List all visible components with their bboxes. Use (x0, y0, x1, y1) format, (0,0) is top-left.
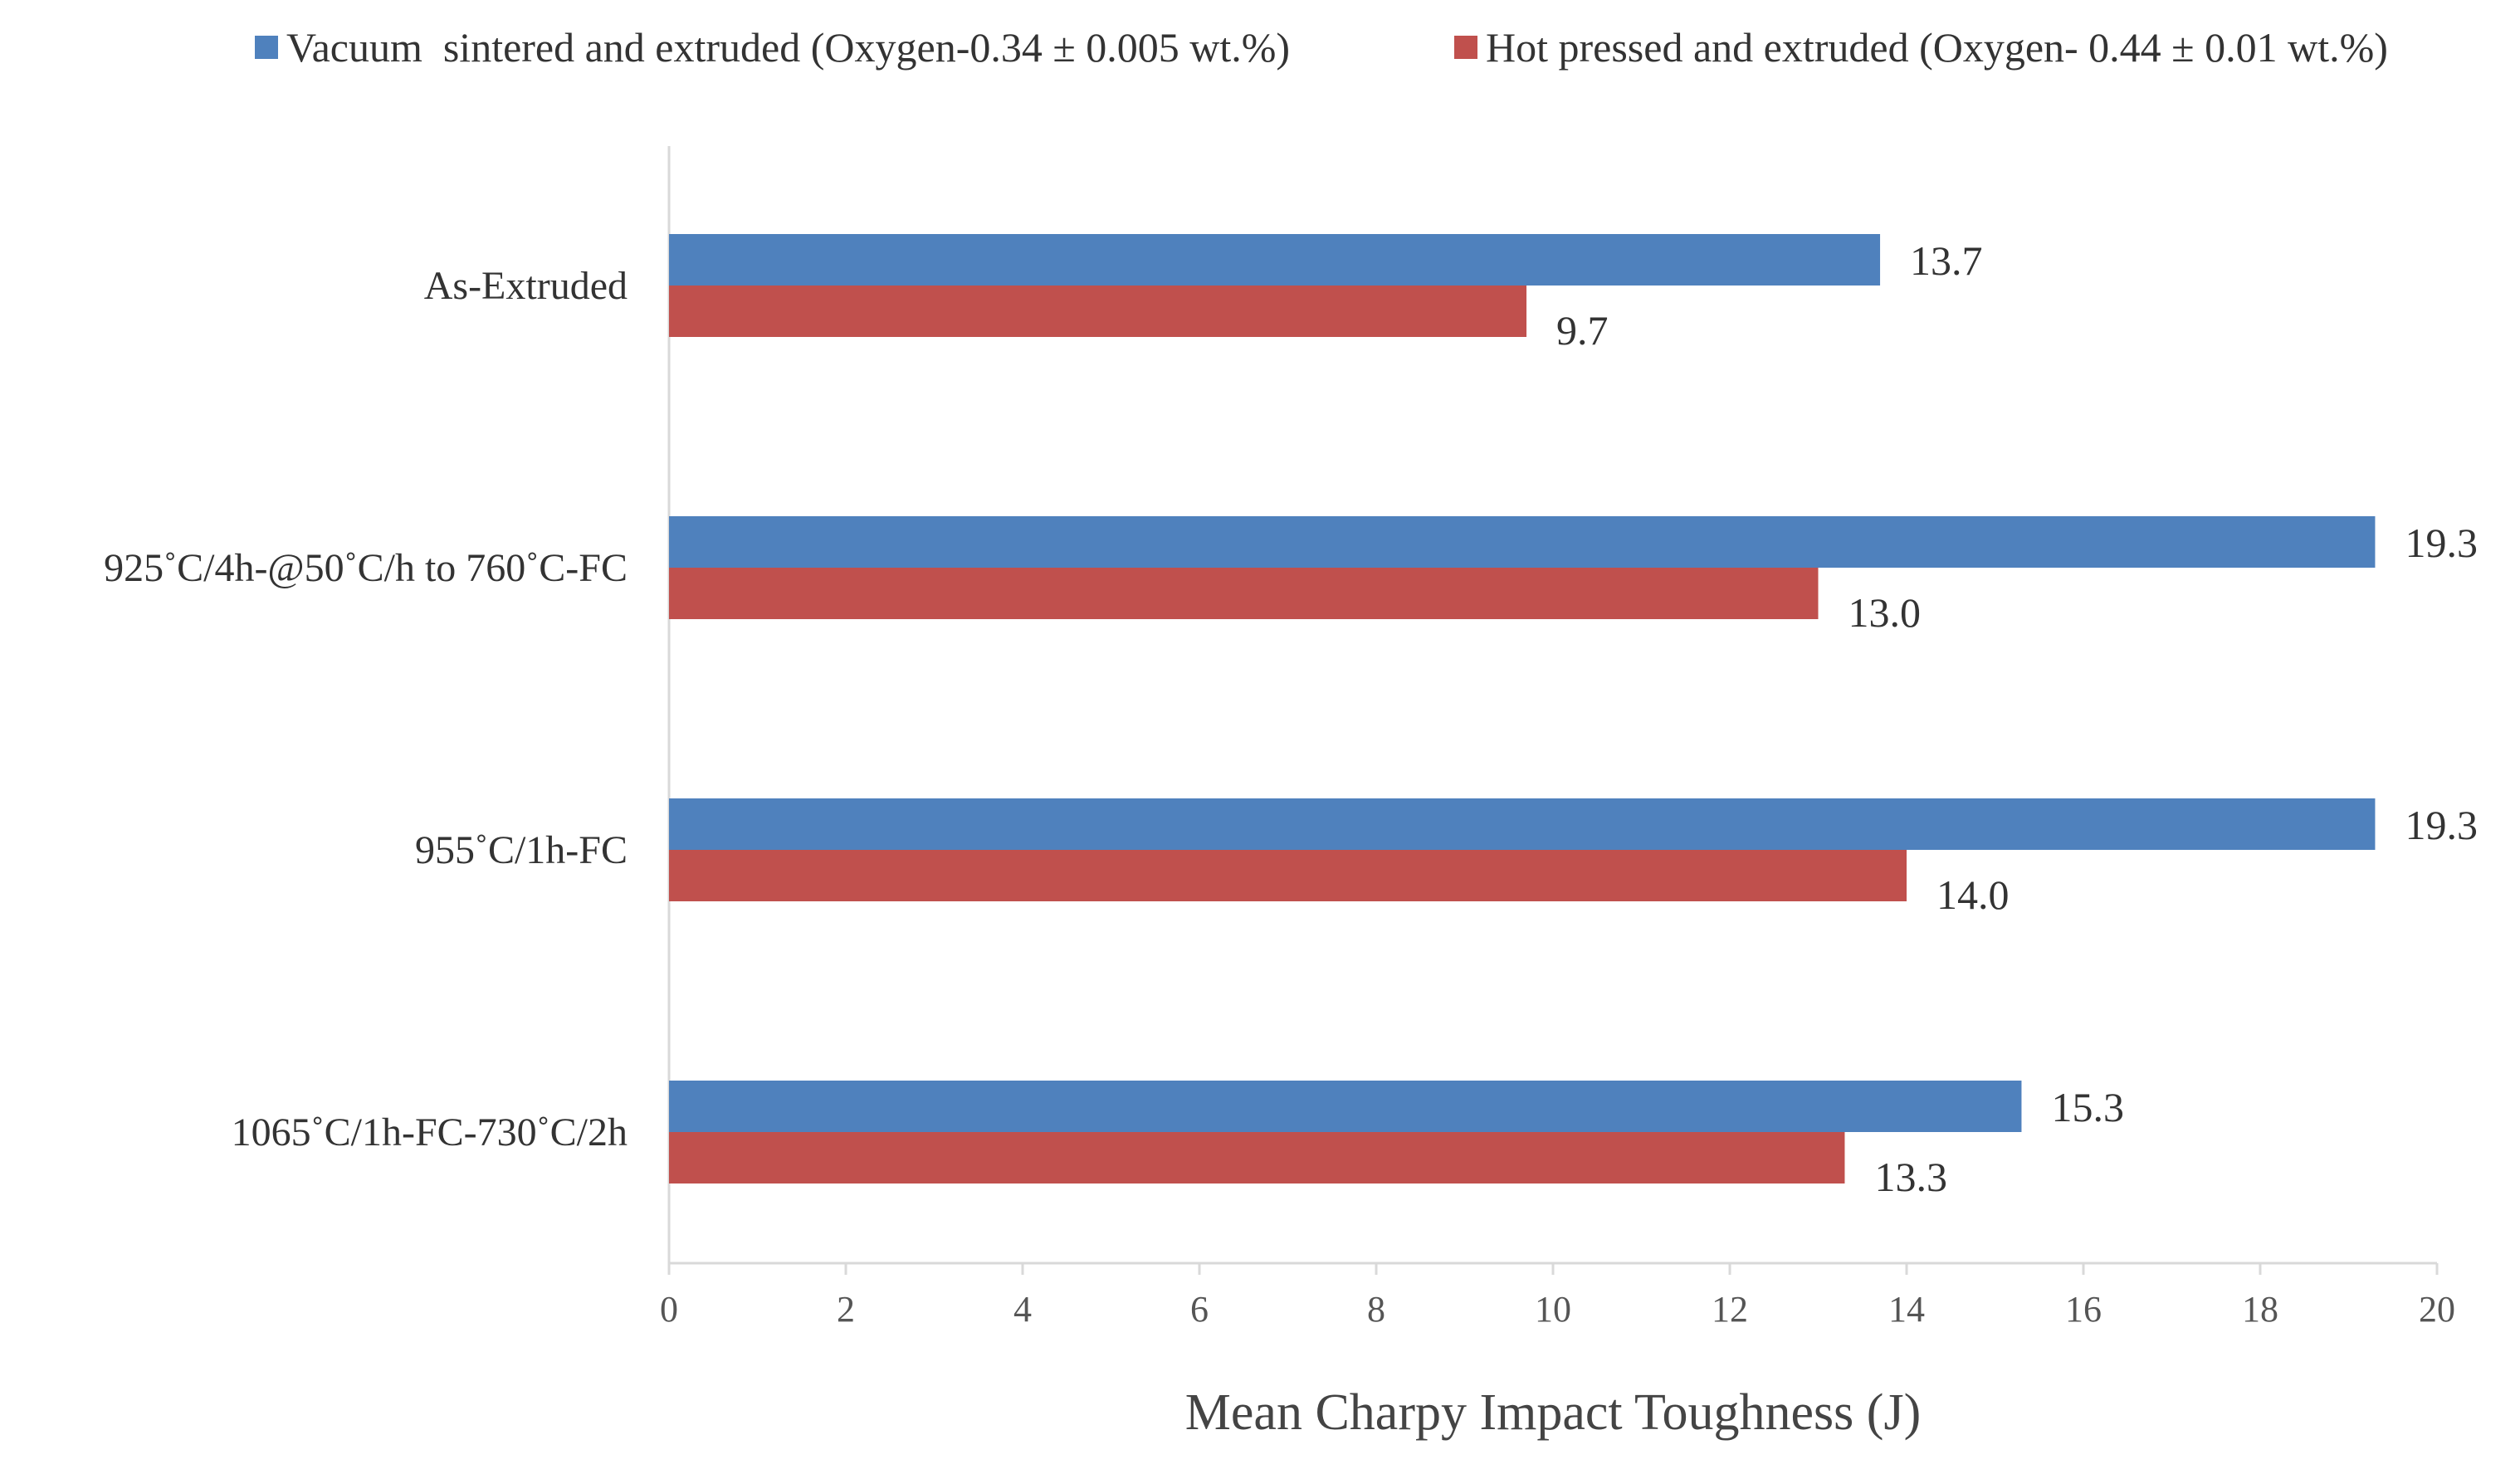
axes: 0 2 4 6 8 10 12 14 16 18 20 Mean Charpy Impact Toug… (660, 146, 2455, 1441)
data-label-hot-pressed-955-c-1h-fc: 14.0 (1936, 871, 2010, 918)
legend-label-hot-pressed: Hot pressed and extruded (Oxygen- 0.44 ±… (1486, 24, 2388, 71)
x-tick-label: 4 (1013, 1289, 1032, 1330)
x-tick-label: 2 (837, 1289, 855, 1330)
x-tick-label: 12 (1712, 1289, 1748, 1330)
category-label-955-c-1h-fc: 955˚C/1h-FC (415, 828, 628, 872)
bar-vacuum-sintered-925-c-4h-50-c-h-to-760-c-fc (669, 516, 2376, 568)
legend: Vacuum sintered and extruded (Oxygen-0.3… (0, 23, 2520, 90)
x-tick-label: 8 (1367, 1289, 1385, 1330)
legend-swatch-hot-pressed (1454, 36, 1477, 59)
data-label-hot-pressed-as-extruded: 9.7 (1556, 307, 1609, 354)
bar-hot-pressed-as-extruded (669, 286, 1527, 337)
labels: As-Extruded 13.7 9.7 925˚C/4h-@50˚C/h to 76… (104, 237, 2478, 1200)
data-label-hot-pressed-925-c-4h-50-c-h-to-760-c-fc: 13.0 (1848, 589, 1922, 636)
x-tick-label: 0 (660, 1289, 678, 1330)
data-label-vacuum-sintered-1065-c-1h-fc-730-c-2h: 15.3 (2051, 1084, 2124, 1130)
bars (669, 234, 2376, 1183)
data-label-vacuum-sintered-955-c-1h-fc: 19.3 (2405, 802, 2478, 848)
x-axis-title: Mean Charpy Impact Toughness (J) (1185, 1384, 1921, 1441)
x-tick-label: 20 (2419, 1289, 2455, 1330)
bar-hot-pressed-955-c-1h-fc (669, 850, 1907, 901)
category-label-as-extruded: As-Extruded (424, 264, 628, 308)
legend-item-vacuum-sintered: Vacuum sintered and extruded (Oxygen-0.3… (255, 23, 1290, 71)
x-tick-label: 6 (1190, 1289, 1209, 1330)
bar-vacuum-sintered-1065-c-1h-fc-730-c-2h (669, 1081, 2022, 1132)
category-label-1065-c-1h-fc-730-c-2h: 1065˚C/1h-FC-730˚C/2h (232, 1110, 628, 1154)
bar-hot-pressed-925-c-4h-50-c-h-to-760-c-fc (669, 568, 1819, 619)
x-tick-label: 14 (1888, 1289, 1925, 1330)
legend-swatch-vacuum-sintered (255, 36, 278, 59)
bar-vacuum-sintered-955-c-1h-fc (669, 798, 2376, 850)
bar-hot-pressed-1065-c-1h-fc-730-c-2h (669, 1132, 1845, 1183)
legend-label-vacuum-sintered: Vacuum sintered and extruded (Oxygen-0.3… (286, 24, 1291, 71)
data-label-hot-pressed-1065-c-1h-fc-730-c-2h: 13.3 (1874, 1154, 1947, 1200)
category-label-925-c-4h-50-c-h-to-760-c-fc: 925˚C/4h-@50˚C/h to 760˚C-FC (104, 546, 628, 590)
bar-vacuum-sintered-as-extruded (669, 234, 1881, 286)
x-tick-label: 10 (1535, 1289, 1571, 1330)
x-tick-label: 16 (2065, 1289, 2102, 1330)
data-label-vacuum-sintered-as-extruded: 13.7 (1910, 237, 1983, 284)
data-label-vacuum-sintered-925-c-4h-50-c-h-to-760-c-fc: 19.3 (2405, 520, 2478, 566)
x-tick-label: 18 (2242, 1289, 2278, 1330)
legend-item-hot-pressed: Hot pressed and extruded (Oxygen- 0.44 ±… (1454, 23, 2388, 71)
